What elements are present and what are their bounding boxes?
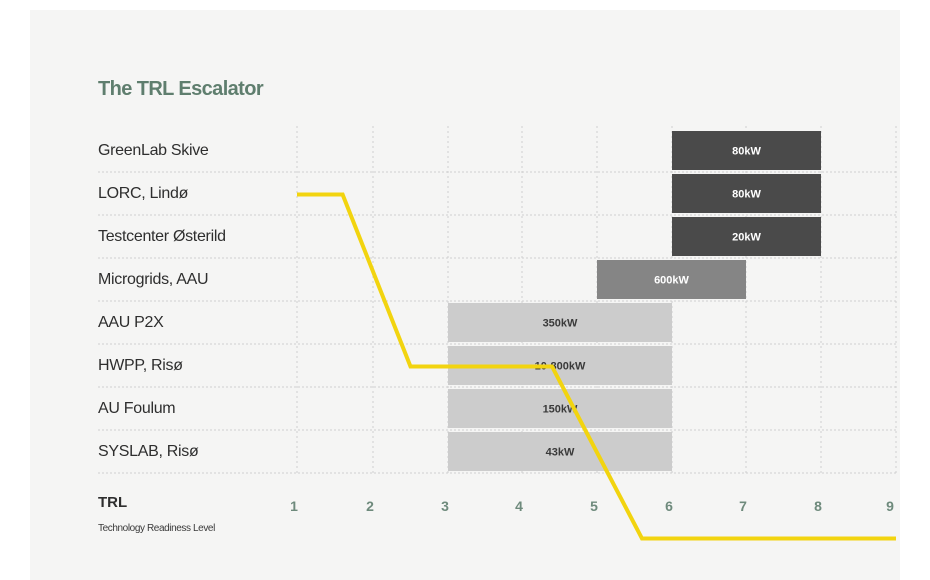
- escalator-line: [297, 192, 896, 541]
- x-tick-label: 1: [290, 498, 298, 514]
- bar-value-label: 80kW: [732, 189, 761, 201]
- bar-1: [672, 131, 821, 170]
- row-label: AAU P2X: [98, 314, 164, 331]
- bar-value-label: 350kW: [543, 318, 578, 330]
- chart-panel: [30, 10, 900, 580]
- bar-3: [672, 217, 821, 256]
- bar-7: [448, 389, 672, 428]
- bar-4: [597, 260, 746, 299]
- x-tick-label: 8: [814, 498, 822, 514]
- row-label: LORC, Lindø: [98, 185, 189, 202]
- row-label: HWPP, Risø: [98, 357, 183, 374]
- x-tick-label: 7: [739, 498, 747, 514]
- bar-8: [448, 432, 672, 471]
- bar-value-label: 20kW: [732, 232, 761, 244]
- x-tick-label: 9: [886, 498, 894, 514]
- chart-title: The TRL Escalator: [98, 78, 264, 100]
- bar-value-label: 80kW: [732, 146, 761, 158]
- bar-value-label: 10-800kW: [535, 361, 586, 373]
- x-tick-label: 5: [590, 498, 598, 514]
- bar-value-label: 600kW: [654, 275, 689, 287]
- row-label: Microgrids, AAU: [98, 271, 209, 288]
- x-tick-label: 4: [515, 498, 523, 514]
- x-tick-label: 6: [665, 498, 673, 514]
- row-label: Testcenter Østerild: [98, 228, 226, 245]
- row-label: GreenLab Skive: [98, 142, 209, 159]
- row-label: AU Foulum: [98, 400, 176, 417]
- bar-2: [672, 174, 821, 213]
- bar-value-label: 43kW: [546, 447, 575, 459]
- x-tick-label: 2: [366, 498, 374, 514]
- x-axis-sublabel: Technology Readiness Level: [98, 523, 215, 534]
- row-label: SYSLAB, Risø: [98, 443, 199, 460]
- bar-value-label: 150kW: [543, 404, 578, 416]
- x-axis-label: TRL: [98, 494, 128, 511]
- bar-5: [448, 303, 672, 342]
- x-tick-label: 3: [441, 498, 449, 514]
